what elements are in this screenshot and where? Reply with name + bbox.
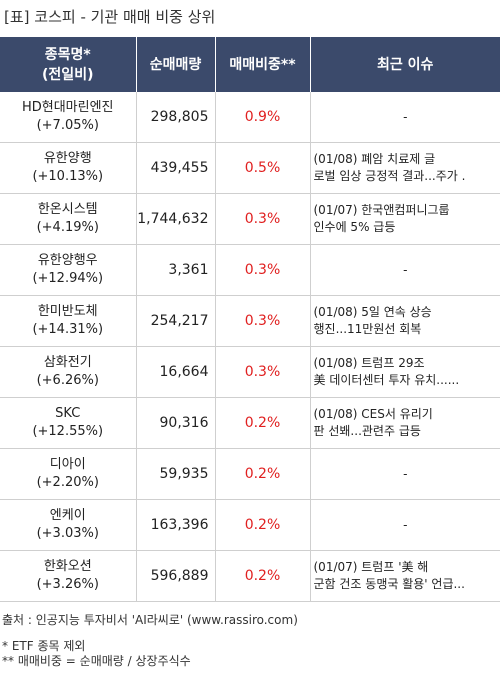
trade-ratio: 0.3% [215,244,311,296]
stock-change: (+2.20%) [36,475,99,490]
net-volume: 59,935 [136,448,216,500]
issue-line2: 판 선봬...관련주 급등 [313,424,421,438]
issue-line1: - [403,517,408,532]
net-volume: 298,805 [136,92,216,143]
issue-line1: (01/07) 트럼프 '美 해 [313,560,429,574]
stock-cell: 유한양행우 (+12.94%) [0,244,137,296]
stock-name: 한화오션 [43,559,92,574]
trade-ratio: 0.2% [215,397,311,449]
issue-line2: 인수에 5% 급등 [313,220,396,234]
issue-cell: - [310,448,500,500]
net-volume: 16,664 [136,346,216,398]
header-row: 종목명* (전일비) 순매매량 매매비중** 최근 이슈 [0,37,500,92]
trade-ratio: 0.2% [215,448,311,500]
stock-cell: 디아이 (+2.20%) [0,448,137,500]
trade-ratio: 0.9% [215,92,311,143]
trade-ratio: 0.3% [215,346,311,398]
footnote-ratio: ** 매매비중 = 순매매량 / 상장주식수 [2,654,191,668]
header-ratio: 매매비중** [215,37,311,92]
stock-change: (+14.31%) [32,322,104,337]
stock-change: (+3.03%) [36,526,99,541]
table-row: 디아이 (+2.20%) 59,935 0.2% - [0,448,500,500]
stock-cell: 삼화전기 (+6.26%) [0,346,137,398]
header-name-line2: (전일비) [42,66,94,83]
stock-change: (+12.55%) [32,424,104,439]
stock-name: 유한양행 [43,151,92,166]
stock-name: 한온시스템 [37,202,98,217]
issue-cell: (01/08) 트럼프 29조 美 데이터센터 투자 유치...... [310,346,500,398]
table-row: 한미반도체 (+14.31%) 254,217 0.3% (01/08) 5일 연속 상… [0,295,500,347]
net-volume: 90,316 [136,397,216,449]
issue-line1: (01/08) 트럼프 29조 [313,356,425,370]
stock-cell: 엔케이 (+3.03%) [0,499,137,551]
issue-line1: - [403,466,408,481]
stock-change: (+3.26%) [36,577,99,592]
issue-cell: - [310,499,500,551]
issue-line1: (01/07) 한국앤컴퍼니그룹 [313,203,450,217]
issue-line1: (01/08) 폐암 치료제 글 [313,152,436,166]
issue-line2: 美 데이터센터 투자 유치...... [313,373,460,387]
table-row: 한온시스템 (+4.19%) 1,744,632 0.3% (01/07) 한국앤컴퍼니… [0,193,500,245]
net-volume: 439,455 [136,142,216,194]
stock-name: 한미반도체 [37,304,98,319]
issue-line1: (01/08) CES서 유리기 [313,407,433,421]
issue-line2: 행진...11만원선 회복 [313,322,422,336]
trade-ratio: 0.3% [215,295,311,347]
header-issue: 최근 이슈 [310,37,500,92]
stock-change: (+10.13%) [32,169,104,184]
stock-name: HD현대마린엔진 [21,100,114,115]
net-volume: 596,889 [136,550,216,602]
table-row: HD현대마린엔진 (+7.05%) 298,805 0.9% - [0,92,500,143]
table-row: 엔케이 (+3.03%) 163,396 0.2% - [0,499,500,551]
issue-line2: 로벌 임상 긍정적 결과...주가 . [313,169,466,183]
footnote-etf: * ETF 종목 제외 [2,639,86,653]
header-name: 종목명* (전일비) [0,37,137,92]
stock-cell: 한화오션 (+3.26%) [0,550,137,602]
stock-name: SKC [55,406,81,421]
table-title: [표] 코스피 - 기관 매매 비중 상위 [4,8,216,26]
stock-cell: 한온시스템 (+4.19%) [0,193,137,245]
stock-cell: 한미반도체 (+14.31%) [0,295,137,347]
table-row: 삼화전기 (+6.26%) 16,664 0.3% (01/08) 트럼프 29조 美 데… [0,346,500,398]
source-note: 출처 : 인공지능 투자비서 'AI라씨로' (www.rassiro.com) [2,613,298,627]
stock-cell: HD현대마린엔진 (+7.05%) [0,92,137,143]
trade-ratio: 0.3% [215,193,311,245]
stock-change: (+7.05%) [36,118,99,133]
net-volume: 1,744,632 [136,193,216,245]
issue-cell: (01/07) 한국앤컴퍼니그룹 인수에 5% 급등 [310,193,500,245]
header-name-line1: 종목명* [44,46,91,63]
table-row: 유한양행우 (+12.94%) 3,361 0.3% - [0,244,500,296]
stock-name: 디아이 [49,457,86,472]
stock-change: (+6.26%) [36,373,99,388]
stock-cell: SKC (+12.55%) [0,397,137,449]
net-volume: 3,361 [136,244,216,296]
issue-line1: - [403,262,408,277]
issue-line1: (01/08) 5일 연속 상승 [313,305,432,319]
header-volume: 순매매량 [136,37,216,92]
issue-line2: 군함 건조 동맹국 활용' 언급... [313,577,465,591]
net-volume: 254,217 [136,295,216,347]
trade-ratio: 0.5% [215,142,311,194]
stock-change: (+4.19%) [36,220,99,235]
stock-name: 삼화전기 [43,355,92,370]
stock-name: 유한양행우 [37,253,98,268]
stock-cell: 유한양행 (+10.13%) [0,142,137,194]
issue-cell: - [310,92,500,143]
ranking-table: 종목명* (전일비) 순매매량 매매비중** 최근 이슈 HD현대마린엔진 (+7… [0,37,500,602]
stock-name: 엔케이 [49,508,86,523]
trade-ratio: 0.2% [215,499,311,551]
issue-cell: (01/08) 5일 연속 상승 행진...11만원선 회복 [310,295,500,347]
issue-line1: - [403,109,408,124]
table-row: 유한양행 (+10.13%) 439,455 0.5% (01/08) 폐암 치료제 글… [0,142,500,194]
net-volume: 163,396 [136,499,216,551]
trade-ratio: 0.2% [215,550,311,602]
issue-cell: - [310,244,500,296]
stock-change: (+12.94%) [32,271,104,286]
